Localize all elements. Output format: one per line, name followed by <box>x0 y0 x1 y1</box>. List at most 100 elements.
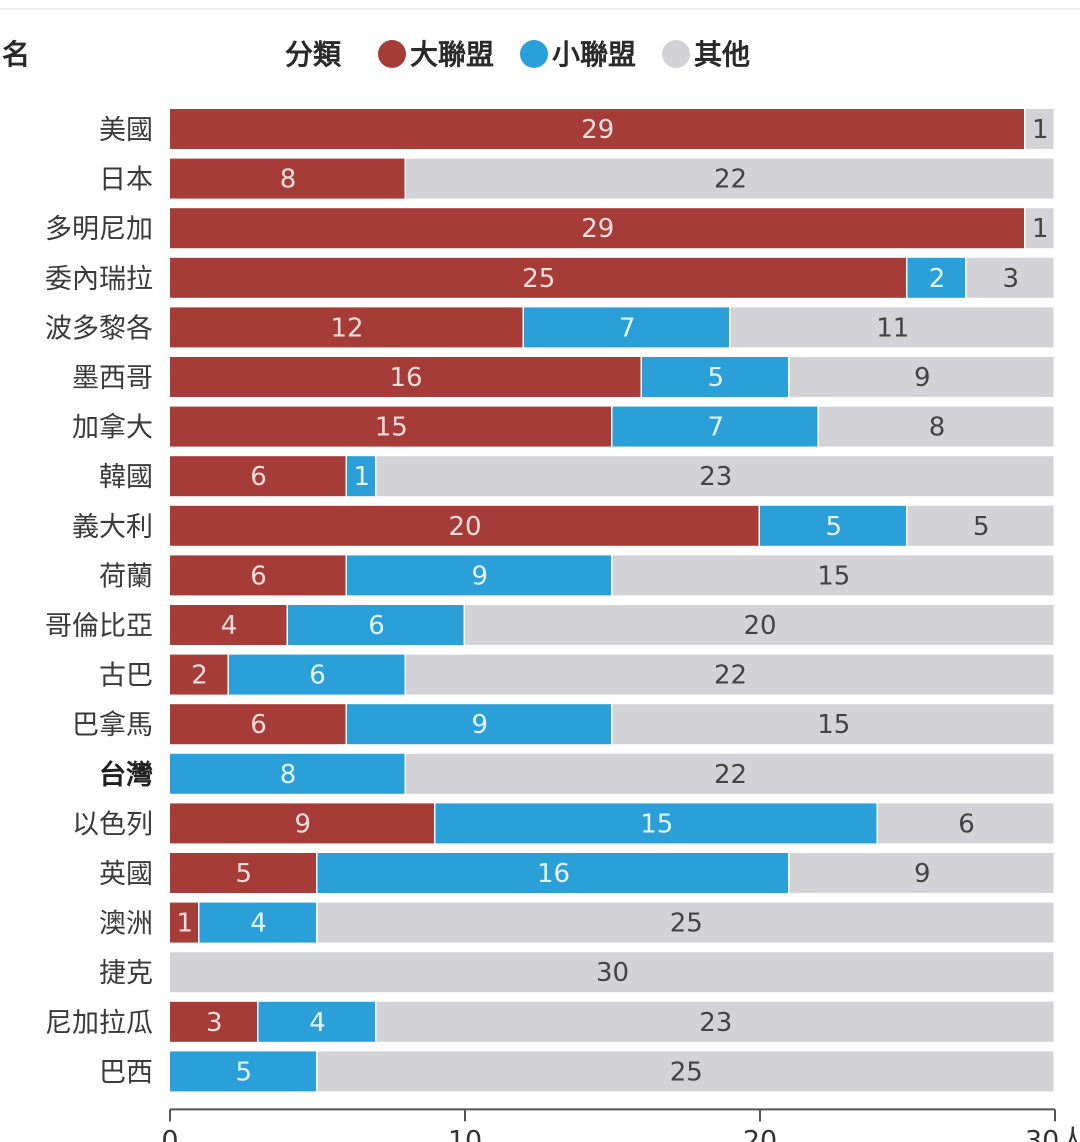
category-label: 加拿大 <box>72 413 153 444</box>
bar-segment <box>229 654 405 695</box>
bar-segment <box>1025 109 1054 149</box>
data-label: 29 <box>581 115 614 145</box>
data-label: 4 <box>221 611 238 641</box>
data-label: 3 <box>206 1008 223 1038</box>
category-label: 尼加拉瓜 <box>45 1008 153 1039</box>
bar-segment <box>170 1051 316 1092</box>
data-label: 6 <box>368 611 385 641</box>
data-label: 20 <box>743 611 776 641</box>
data-label: 12 <box>330 313 363 343</box>
bar-row: 30 <box>170 952 1054 993</box>
data-label: 16 <box>389 363 422 393</box>
bar-segment <box>170 803 434 844</box>
bar-segment <box>789 357 1054 397</box>
x-tick-label: 0 <box>161 1125 178 1142</box>
legend-entry-2: 其他 <box>694 38 750 71</box>
bar-row: 3 4 23 <box>170 1001 1054 1042</box>
category-label: 波多黎各 <box>45 313 153 344</box>
bar-segment <box>465 605 1054 645</box>
data-label: 22 <box>714 661 747 691</box>
legend-entry-0: 大聯盟 <box>410 38 494 71</box>
legend-swatch-0 <box>378 40 406 68</box>
bar-segment <box>170 605 287 645</box>
bar-row: 5 16 9 <box>170 853 1054 893</box>
bar-segment <box>347 456 375 497</box>
bar-segment <box>170 109 1024 149</box>
category-label: 荷蘭 <box>99 561 153 592</box>
top-divider <box>0 8 1080 10</box>
bar-segment <box>170 208 1024 249</box>
data-label: 3 <box>1002 264 1019 294</box>
category-label: 墨西哥 <box>72 363 153 394</box>
bar-segment <box>170 406 611 447</box>
bar-segment <box>170 555 346 596</box>
bar-segment <box>317 853 788 893</box>
data-label: 1 <box>176 909 193 939</box>
category-label: 韓國 <box>99 462 153 493</box>
bar-segment <box>730 307 1054 348</box>
data-label: 5 <box>707 363 724 393</box>
bar-segment <box>376 1001 1054 1042</box>
legend: 大聯盟 小聯盟 其他 <box>378 38 750 71</box>
x-tick-label: 10 <box>448 1125 482 1142</box>
bar-segment <box>170 456 346 497</box>
category-label: 哥倫比亞 <box>45 611 153 642</box>
bar-segment <box>819 406 1054 447</box>
category-label: 捷克 <box>99 958 153 989</box>
bar-segment <box>288 605 464 645</box>
data-label: 25 <box>670 1057 703 1087</box>
data-label: 23 <box>699 1008 732 1038</box>
bar-segment <box>1025 208 1054 249</box>
category-label: 美國 <box>99 115 153 146</box>
data-label: 29 <box>581 214 614 244</box>
data-label: 6 <box>958 809 975 839</box>
bar-segment <box>376 456 1054 497</box>
data-label: 9 <box>294 809 311 839</box>
data-label: 2 <box>929 264 946 294</box>
bar-row: 25 2 3 <box>170 257 1054 298</box>
legend-swatch-1 <box>520 40 548 68</box>
category-labels: 美國日本多明尼加委內瑞拉波多黎各墨西哥加拿大韓國義大利荷蘭哥倫比亞古巴巴拿馬台灣… <box>45 115 153 1088</box>
bar-row: 29 1 <box>170 109 1054 149</box>
bar-segment <box>760 505 906 546</box>
bar-segment <box>317 902 1054 943</box>
bar-segment <box>317 1051 1054 1092</box>
category-label: 以色列 <box>72 809 153 840</box>
data-label: 5 <box>973 512 990 542</box>
data-label: 11 <box>876 313 909 343</box>
data-label: 9 <box>914 363 931 393</box>
bar-segment <box>524 307 729 348</box>
bar-segment <box>907 505 1054 546</box>
bar-row: 20 5 5 <box>170 505 1054 546</box>
category-label: 澳洲 <box>99 909 153 940</box>
chart-header: 名 分類 <box>2 38 342 71</box>
data-label: 1 <box>1032 214 1049 244</box>
bar-segment <box>789 853 1054 893</box>
data-label: 23 <box>699 462 732 492</box>
category-label: 巴西 <box>99 1057 153 1088</box>
category-label: 英國 <box>99 859 153 890</box>
bar-row: 6 1 23 <box>170 456 1054 497</box>
bar-segment <box>170 158 405 199</box>
data-label: 15 <box>817 561 850 591</box>
bar-segment <box>170 307 523 348</box>
x-axis: 0 10 20 30人 <box>161 1108 1080 1142</box>
data-label: 6 <box>309 661 326 691</box>
bar-row: 8 22 <box>170 753 1054 794</box>
bar-segment <box>347 704 611 745</box>
bar-segment <box>170 357 641 397</box>
data-label: 22 <box>714 165 747 195</box>
data-label: 22 <box>714 760 747 790</box>
category-label: 古巴 <box>99 661 153 692</box>
bar-segment <box>612 704 1054 745</box>
bar-row: 2 6 22 <box>170 654 1054 695</box>
bar-segment <box>170 952 1054 993</box>
bar-segment <box>170 1001 257 1042</box>
data-label: 4 <box>309 1008 326 1038</box>
bar-segment <box>406 654 1054 695</box>
data-label: 1 <box>1032 115 1049 145</box>
data-label: 6 <box>250 561 267 591</box>
data-label: 30 <box>596 958 629 988</box>
